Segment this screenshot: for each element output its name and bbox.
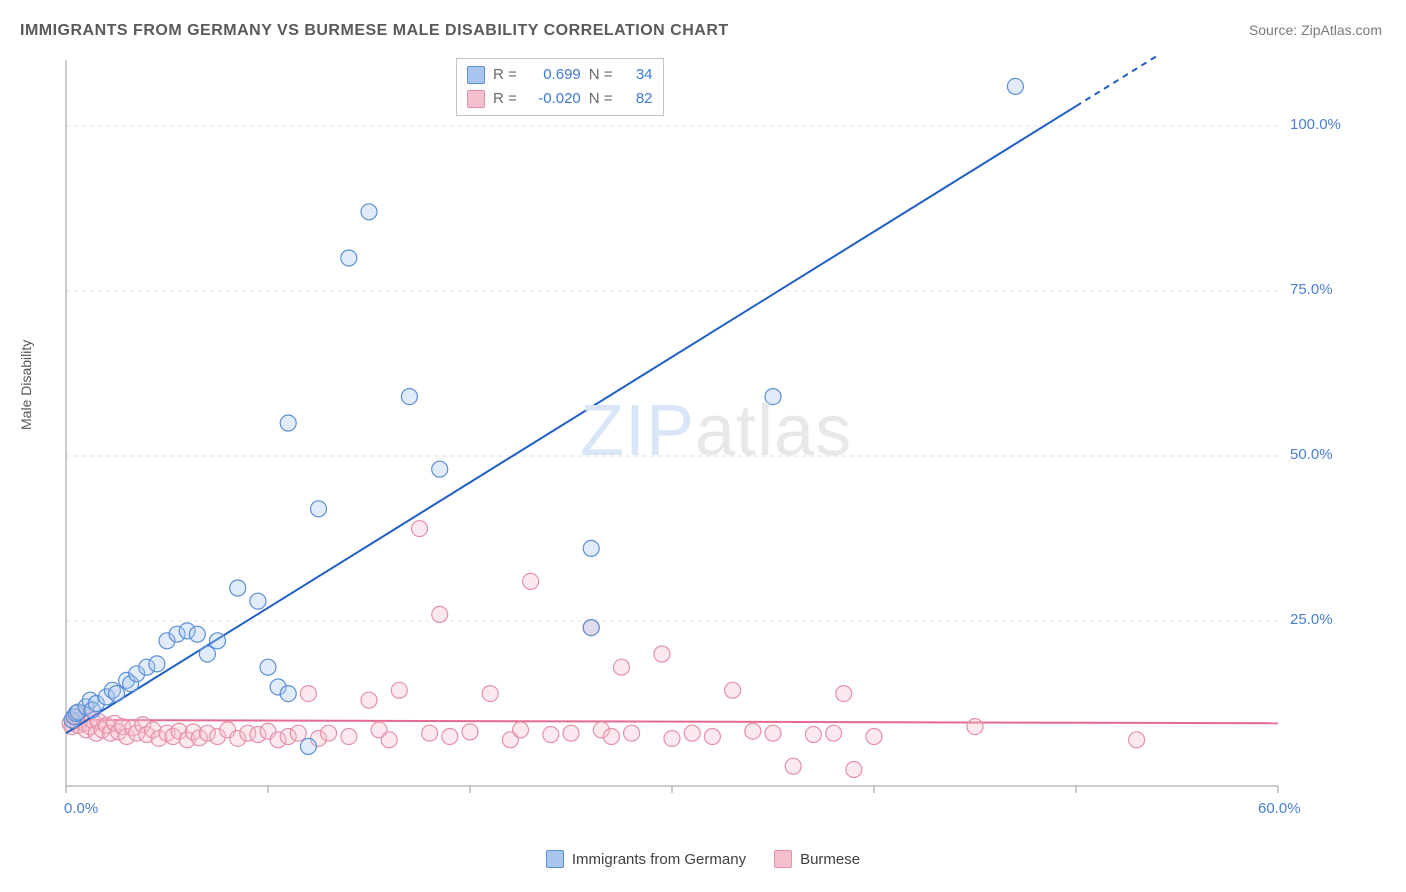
swatch-germany-icon: [546, 850, 564, 868]
y-tick-label: 75.0%: [1290, 281, 1333, 298]
source-name: ZipAtlas.com: [1301, 22, 1382, 38]
y-tick-label: 25.0%: [1290, 611, 1333, 628]
y-tick-label: 50.0%: [1290, 446, 1333, 463]
n-label: N =: [589, 63, 613, 87]
r-value-burmese: -0.020: [525, 87, 581, 111]
r-label: R =: [493, 87, 517, 111]
correlation-legend: R = 0.699 N = 34 R = -0.020 N = 82: [456, 58, 664, 116]
legend-label-burmese: Burmese: [800, 851, 860, 868]
legend-row-germany: R = 0.699 N = 34: [467, 63, 653, 87]
legend-item-burmese: Burmese: [774, 850, 860, 868]
r-value-germany: 0.699: [525, 63, 581, 87]
n-label: N =: [589, 87, 613, 111]
x-tick-label-max: 60.0%: [1258, 800, 1301, 817]
source-attribution: Source: ZipAtlas.com: [1249, 22, 1382, 38]
y-axis-label: Male Disability: [18, 340, 34, 430]
n-value-germany: 34: [621, 63, 653, 87]
legend-item-germany: Immigrants from Germany: [546, 850, 746, 868]
legend-row-burmese: R = -0.020 N = 82: [467, 87, 653, 111]
series-legend: Immigrants from Germany Burmese: [0, 850, 1406, 868]
swatch-burmese-icon: [774, 850, 792, 868]
swatch-burmese: [467, 90, 485, 108]
r-label: R =: [493, 63, 517, 87]
swatch-germany: [467, 66, 485, 84]
chart-title: IMMIGRANTS FROM GERMANY VS BURMESE MALE …: [20, 22, 729, 40]
legend-label-germany: Immigrants from Germany: [572, 851, 746, 868]
x-tick-label-min: 0.0%: [64, 800, 98, 817]
y-tick-label: 100.0%: [1290, 116, 1341, 133]
n-value-burmese: 82: [621, 87, 653, 111]
source-label: Source:: [1249, 22, 1301, 38]
plot-svg: [58, 56, 1348, 816]
scatter-plot: [58, 56, 1348, 816]
